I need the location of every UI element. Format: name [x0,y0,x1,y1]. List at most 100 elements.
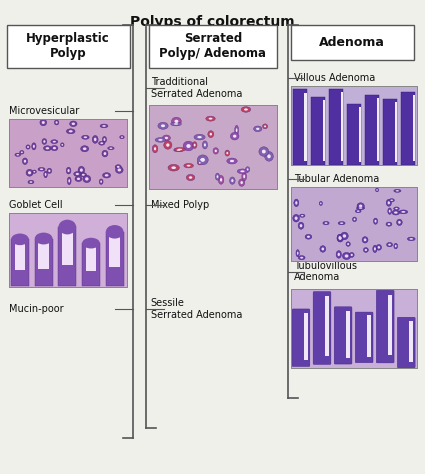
Ellipse shape [394,207,399,210]
Ellipse shape [68,179,70,182]
Bar [149,25,277,68]
Text: Goblet Cell: Goblet Cell [8,201,62,210]
Ellipse shape [244,109,248,110]
Ellipse shape [300,257,303,259]
Ellipse shape [395,208,398,210]
Ellipse shape [295,201,298,205]
Bar [38,241,49,269]
Bar [325,296,329,356]
Ellipse shape [339,237,342,240]
Ellipse shape [236,128,238,132]
FancyBboxPatch shape [334,307,352,364]
Ellipse shape [33,145,35,148]
Ellipse shape [227,158,237,164]
Ellipse shape [231,179,233,182]
FancyBboxPatch shape [397,317,415,368]
Ellipse shape [374,220,377,223]
Ellipse shape [94,137,96,141]
Ellipse shape [102,173,110,178]
Ellipse shape [267,155,271,158]
Text: Polyps of colorectum: Polyps of colorectum [130,15,295,28]
Ellipse shape [399,210,408,214]
Ellipse shape [62,144,63,146]
Ellipse shape [186,174,195,181]
Ellipse shape [325,222,327,224]
Text: Tradditional
Serrated Adenoma: Tradditional Serrated Adenoma [151,77,242,99]
Ellipse shape [298,255,305,260]
Ellipse shape [386,222,392,226]
Ellipse shape [84,137,87,138]
Ellipse shape [245,167,250,172]
Ellipse shape [106,225,124,238]
Ellipse shape [337,234,342,241]
Ellipse shape [197,161,202,165]
Ellipse shape [51,146,58,151]
Text: Adenoma: Adenoma [319,36,385,49]
Text: Serrated
Polyp/ Adenoma: Serrated Polyp/ Adenoma [159,32,266,60]
Ellipse shape [254,126,262,132]
Ellipse shape [184,164,193,168]
Ellipse shape [410,238,413,240]
Ellipse shape [197,155,208,165]
Ellipse shape [301,215,303,217]
Bar [303,313,308,360]
Ellipse shape [357,207,365,210]
Bar [388,295,392,355]
Ellipse shape [38,167,45,171]
Text: Sessile
Serrated Adenoma: Sessile Serrated Adenoma [151,298,242,320]
Text: Tubulovillous
Adenoma: Tubulovillous Adenoma [294,261,357,283]
Ellipse shape [17,154,19,155]
Ellipse shape [388,201,390,204]
Ellipse shape [365,249,367,251]
Ellipse shape [48,170,51,172]
Ellipse shape [200,159,203,161]
Ellipse shape [174,148,183,152]
Bar [409,320,413,362]
Ellipse shape [293,214,300,222]
Ellipse shape [215,173,220,180]
Bar [291,187,417,261]
Ellipse shape [296,250,300,257]
Ellipse shape [242,172,246,181]
Ellipse shape [66,129,75,134]
Ellipse shape [321,247,324,250]
Ellipse shape [60,143,64,147]
Ellipse shape [66,167,71,174]
Ellipse shape [388,223,390,225]
Ellipse shape [27,146,29,148]
Ellipse shape [193,142,197,148]
Ellipse shape [295,217,298,220]
Ellipse shape [26,145,30,149]
Ellipse shape [359,204,362,207]
Ellipse shape [307,236,310,238]
Ellipse shape [394,243,398,249]
Ellipse shape [392,210,400,215]
Ellipse shape [241,107,251,112]
Ellipse shape [154,147,156,150]
Ellipse shape [100,124,108,128]
Text: Mixed Polyp: Mixed Polyp [151,201,209,210]
Ellipse shape [397,219,402,226]
Ellipse shape [43,140,45,143]
Ellipse shape [377,189,378,191]
Ellipse shape [378,246,380,249]
Ellipse shape [76,173,79,175]
Ellipse shape [82,135,89,139]
Ellipse shape [104,152,106,155]
Text: Mucin-poor: Mucin-poor [8,304,63,314]
Ellipse shape [264,125,266,128]
Ellipse shape [359,207,363,209]
Ellipse shape [47,168,52,173]
Ellipse shape [240,170,244,172]
Ellipse shape [355,210,361,213]
Ellipse shape [171,117,181,126]
Bar [291,187,417,261]
Ellipse shape [230,160,234,162]
Ellipse shape [210,133,212,136]
Ellipse shape [395,245,397,247]
Bar [401,91,416,165]
Ellipse shape [354,219,355,220]
Ellipse shape [80,173,87,177]
Ellipse shape [194,134,205,140]
Ellipse shape [294,199,299,207]
